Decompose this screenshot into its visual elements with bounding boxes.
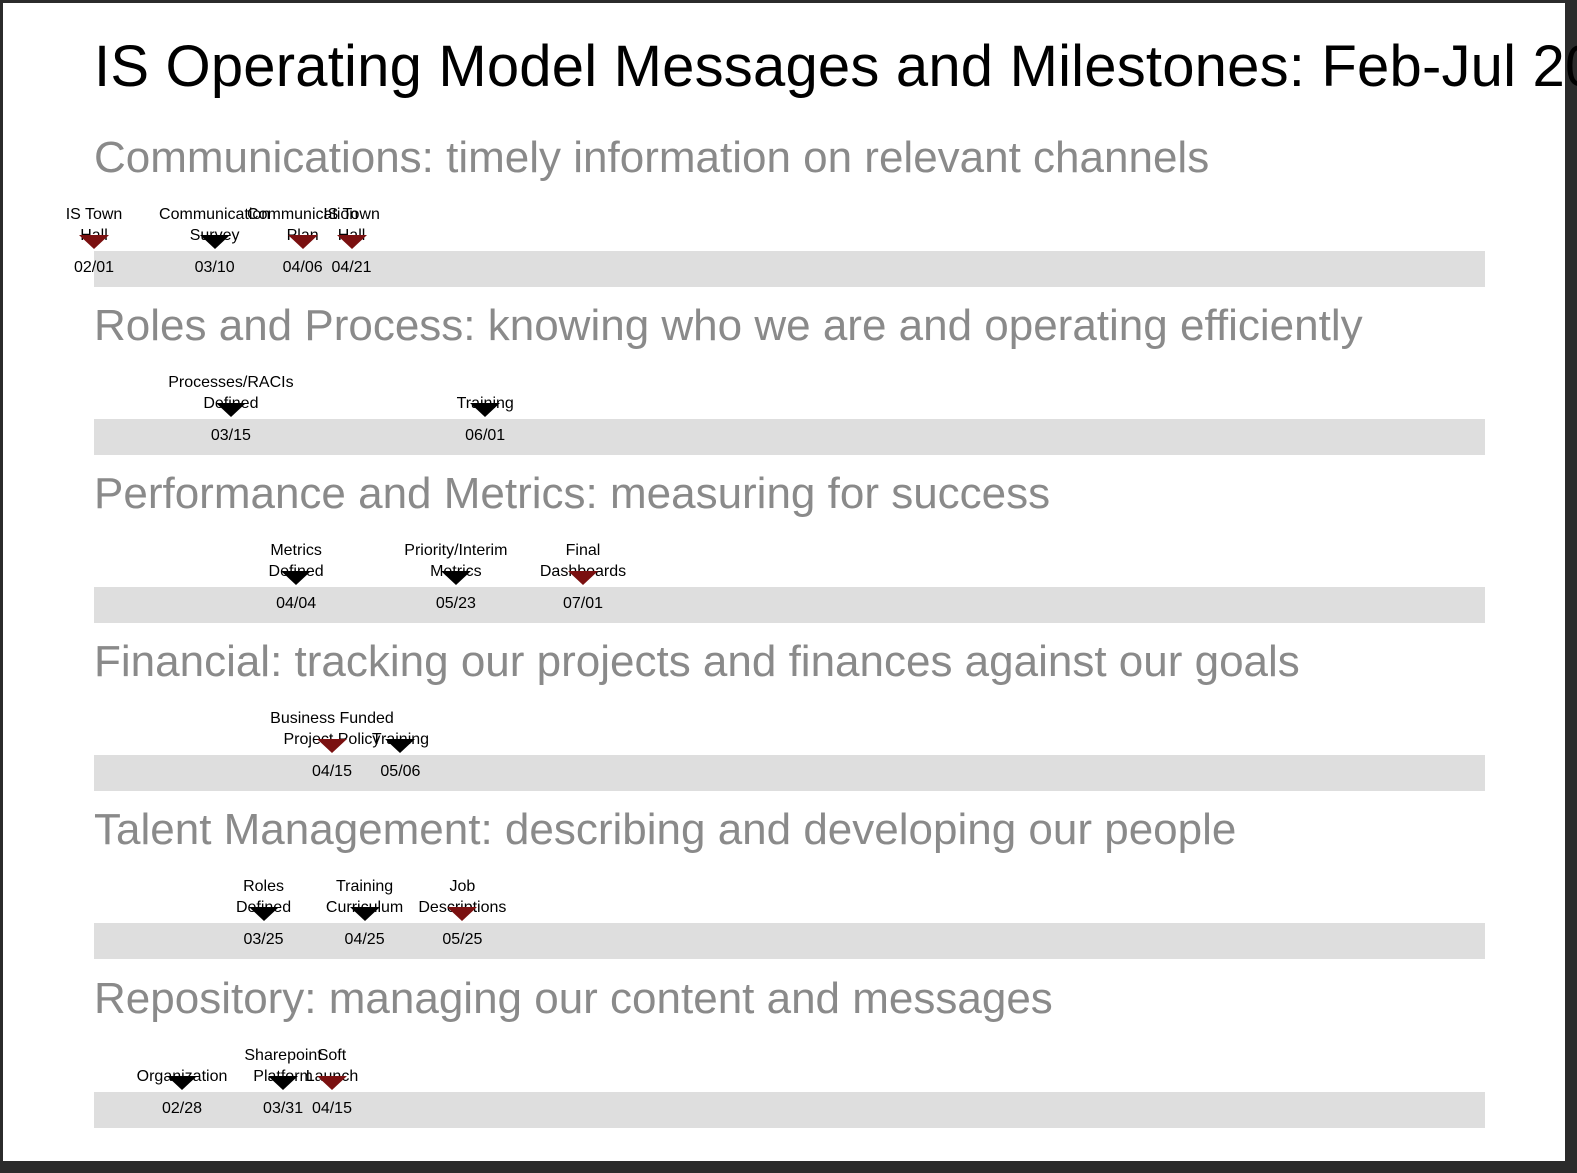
section-communications: Communications: timely information on re… [3,133,1577,301]
section-heading: Financial: tracking our projects and fin… [94,637,1300,686]
timeline-track [94,755,1485,791]
timeline-track [94,1092,1485,1128]
section-heading: Performance and Metrics: measuring for s… [94,469,1051,518]
milestone-date: 02/01 [73,259,115,276]
key-milestone-marker-icon [316,1076,347,1090]
milestone-marker-icon [167,1076,198,1090]
key-milestone-marker-icon [287,235,318,249]
milestone-date: 06/01 [465,427,506,444]
milestone-marker-icon [281,571,312,585]
section-heading: Repository: managing our content and mes… [94,974,1053,1023]
section-heading: Communications: timely information on re… [94,133,1210,182]
milestone-marker-icon [349,907,380,921]
milestone-label: Training Curriculum [325,878,404,916]
milestone-marker-icon [470,403,501,417]
section-roles-process: Roles and Process: knowing who we are an… [3,301,1577,469]
milestone-date: 05/25 [442,931,483,948]
milestone-date: 03/25 [243,931,284,948]
milestone-date: 04/15 [311,1100,352,1117]
milestone-date: 04/25 [344,931,385,948]
timeline-track [94,923,1485,959]
section-heading: Roles and Process: knowing who we are an… [94,301,1363,350]
milestone-label: Business Funded Project Policy [270,710,394,748]
milestone-date: 03/31 [263,1100,304,1117]
milestone-marker-icon [215,403,246,417]
milestone-date: 07/01 [562,595,604,612]
milestone-date: 03/10 [194,259,235,276]
timeline-track [94,587,1485,623]
section-financial: Financial: tracking our projects and fin… [3,637,1577,805]
milestone-date: 04/06 [282,259,323,276]
section-performance-metrics: Performance and Metrics: measuring for s… [3,469,1577,637]
milestone-marker-icon [248,907,279,921]
timeline-track [94,419,1485,455]
key-milestone-marker-icon [336,235,367,249]
page-title: IS Operating Model Messages and Mileston… [94,34,1577,99]
milestone-marker-icon [440,571,471,585]
milestone-marker-icon [268,1076,299,1090]
milestone-date: 05/23 [435,595,476,612]
milestone-date: 04/04 [276,595,317,612]
milestone-date: 05/06 [380,763,421,780]
section-talent-management: Talent Management: describing and develo… [3,805,1577,973]
key-milestone-marker-icon [79,235,109,249]
timeline-track [94,251,1485,287]
milestone-date: 02/28 [161,1100,203,1117]
milestone-marker-icon [199,235,230,249]
milestone-date: 04/21 [331,259,372,276]
key-milestone-marker-icon [316,739,347,753]
milestone-marker-icon [385,739,416,753]
section-heading: Talent Management: describing and develo… [94,805,1237,854]
key-milestone-marker-icon [568,571,598,585]
milestone-date: 04/15 [311,763,352,780]
section-repository: Repository: managing our content and mes… [3,974,1577,1142]
milestone-date: 03/15 [210,427,251,444]
key-milestone-marker-icon [447,907,478,921]
